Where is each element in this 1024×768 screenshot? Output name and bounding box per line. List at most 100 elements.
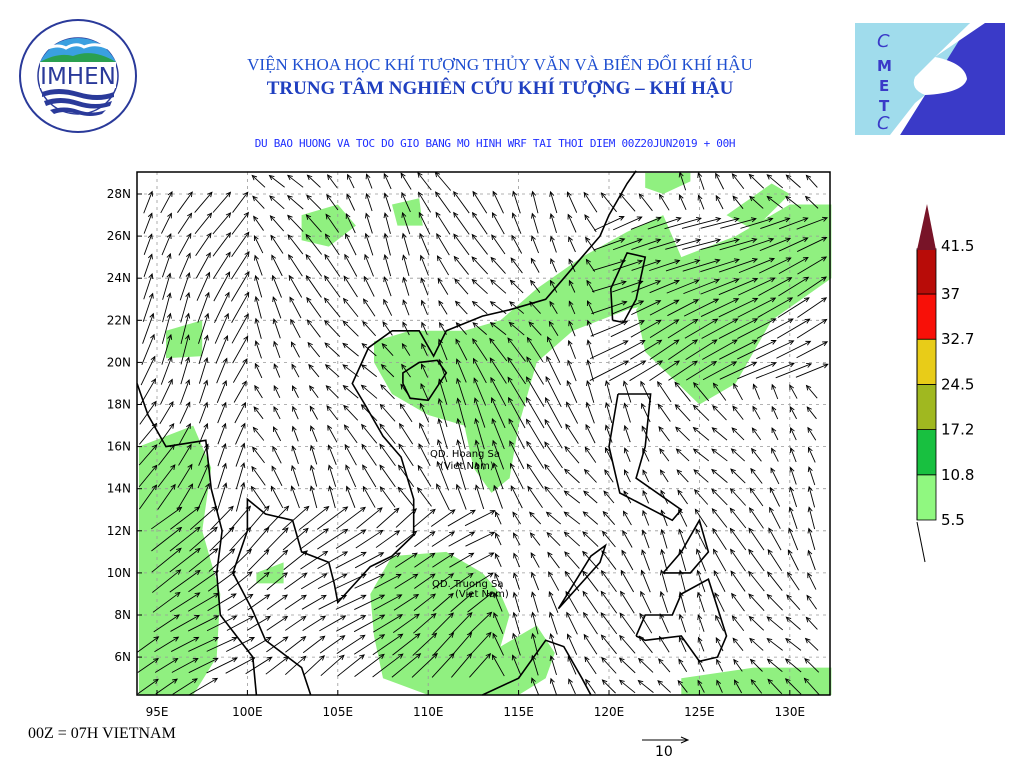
wind-vector-shaft: [732, 405, 744, 420]
wind-vector-head: [272, 296, 278, 303]
wind-vector-shaft: [719, 361, 757, 380]
wind-vector-head: [418, 211, 424, 218]
wind-vector-head: [509, 440, 515, 447]
wind-vector: [592, 280, 627, 293]
truong-sa-label-2: (Viet Nam): [455, 589, 509, 600]
wind-vector-head: [567, 655, 573, 662]
lon-tick-label: 125E: [684, 705, 715, 719]
wind-vector-head: [211, 505, 218, 512]
wind-vector-shaft: [380, 404, 396, 422]
wind-vector-head: [733, 238, 740, 244]
wind-vector-shaft: [235, 482, 245, 512]
wind-vector-shaft: [797, 276, 827, 297]
wind-vector-head: [249, 657, 256, 663]
wind-vector-shaft: [400, 384, 412, 400]
wind-vector: [508, 396, 526, 429]
wind-vector-head: [529, 300, 535, 307]
wind-vector-head: [711, 360, 718, 366]
wind-vector: [760, 217, 791, 229]
wind-vector-head: [675, 426, 681, 433]
wind-vector: [629, 360, 664, 382]
wind-vector-shaft: [738, 277, 775, 296]
wind-vector-shaft: [231, 313, 249, 344]
wind-vector-head: [584, 446, 590, 453]
wind-vector-shaft: [226, 637, 255, 652]
wind-vector-head: [266, 656, 273, 662]
wind-vector-head: [585, 401, 591, 408]
wind-vector-head: [326, 194, 332, 200]
wind-vector: [685, 360, 718, 381]
wind-vector-shaft: [491, 397, 506, 429]
wind-vector: [731, 615, 745, 632]
wind-vector-shaft: [454, 278, 469, 295]
wind-vector: [180, 356, 191, 385]
wind-vector: [209, 526, 235, 552]
wind-vector-shaft: [230, 271, 250, 302]
wind-vector: [649, 360, 680, 381]
wind-vector-shaft: [302, 615, 326, 632]
wind-vector-shaft: [431, 653, 455, 678]
wind-vector-head: [205, 251, 211, 258]
wind-vector: [711, 488, 728, 506]
wind-vector: [609, 360, 647, 382]
wind-vector-head: [176, 547, 182, 554]
wind-vector: [455, 322, 467, 335]
wind-vector-shaft: [731, 427, 745, 441]
wind-vector: [649, 299, 680, 316]
wind-vector: [401, 343, 411, 356]
wind-vector-shaft: [526, 397, 545, 429]
wind-vector: [668, 339, 699, 360]
wind-vector: [748, 527, 765, 551]
wind-vector-shaft: [291, 465, 300, 487]
wind-vector: [796, 318, 828, 339]
wind-vector-shaft: [335, 594, 366, 610]
wind-vector: [512, 190, 521, 214]
wind-vector: [789, 406, 797, 420]
wind-vector-shaft: [160, 356, 172, 385]
wind-vector-shaft: [344, 444, 357, 466]
wind-vector: [354, 653, 385, 677]
wind-vector: [247, 594, 271, 611]
wind-vector: [325, 385, 339, 399]
wind-vector: [273, 340, 281, 359]
wind-vector-head: [230, 570, 237, 577]
wind-vector-head: [399, 422, 405, 429]
wind-vector: [372, 633, 404, 656]
wind-vector: [494, 552, 502, 567]
wind-vector-head: [188, 483, 194, 490]
wind-vector-shaft: [305, 254, 323, 277]
wind-vector: [586, 379, 595, 403]
wind-vector-shaft: [161, 334, 172, 365]
shaded-region: [726, 183, 790, 230]
wind-vector: [198, 422, 209, 445]
wind-vector-head: [748, 548, 754, 555]
wind-vector: [235, 442, 246, 467]
wind-vector-head: [231, 615, 238, 621]
wind-vector-shaft: [548, 321, 559, 337]
wind-vector-shaft: [601, 192, 617, 213]
wind-vector: [450, 611, 473, 635]
wind-vector: [394, 573, 419, 589]
wind-vector: [697, 172, 705, 190]
wind-vector-head: [254, 362, 260, 369]
wind-vector-head: [325, 385, 332, 391]
wind-vector-head: [641, 529, 647, 536]
wind-vector-shaft: [600, 612, 618, 635]
wind-vector-head: [586, 379, 591, 386]
wind-vector-shaft: [309, 406, 318, 420]
wind-vector-head: [153, 678, 159, 685]
wind-vector: [526, 356, 544, 385]
wind-vector-head: [678, 194, 684, 201]
wind-vector-shaft: [325, 233, 340, 256]
wind-vector-shaft: [402, 343, 411, 356]
wind-vector-shaft: [748, 549, 765, 572]
wind-vector-head: [240, 462, 246, 469]
wind-vector: [160, 378, 173, 405]
wind-vector-shaft: [748, 528, 765, 551]
wind-vector-shaft: [693, 427, 710, 441]
wind-vector-head: [273, 363, 279, 370]
wind-vector-shaft: [324, 297, 341, 318]
wind-vector-head: [288, 254, 294, 260]
wind-vector-head: [153, 636, 160, 642]
wind-vector-head: [383, 276, 389, 283]
